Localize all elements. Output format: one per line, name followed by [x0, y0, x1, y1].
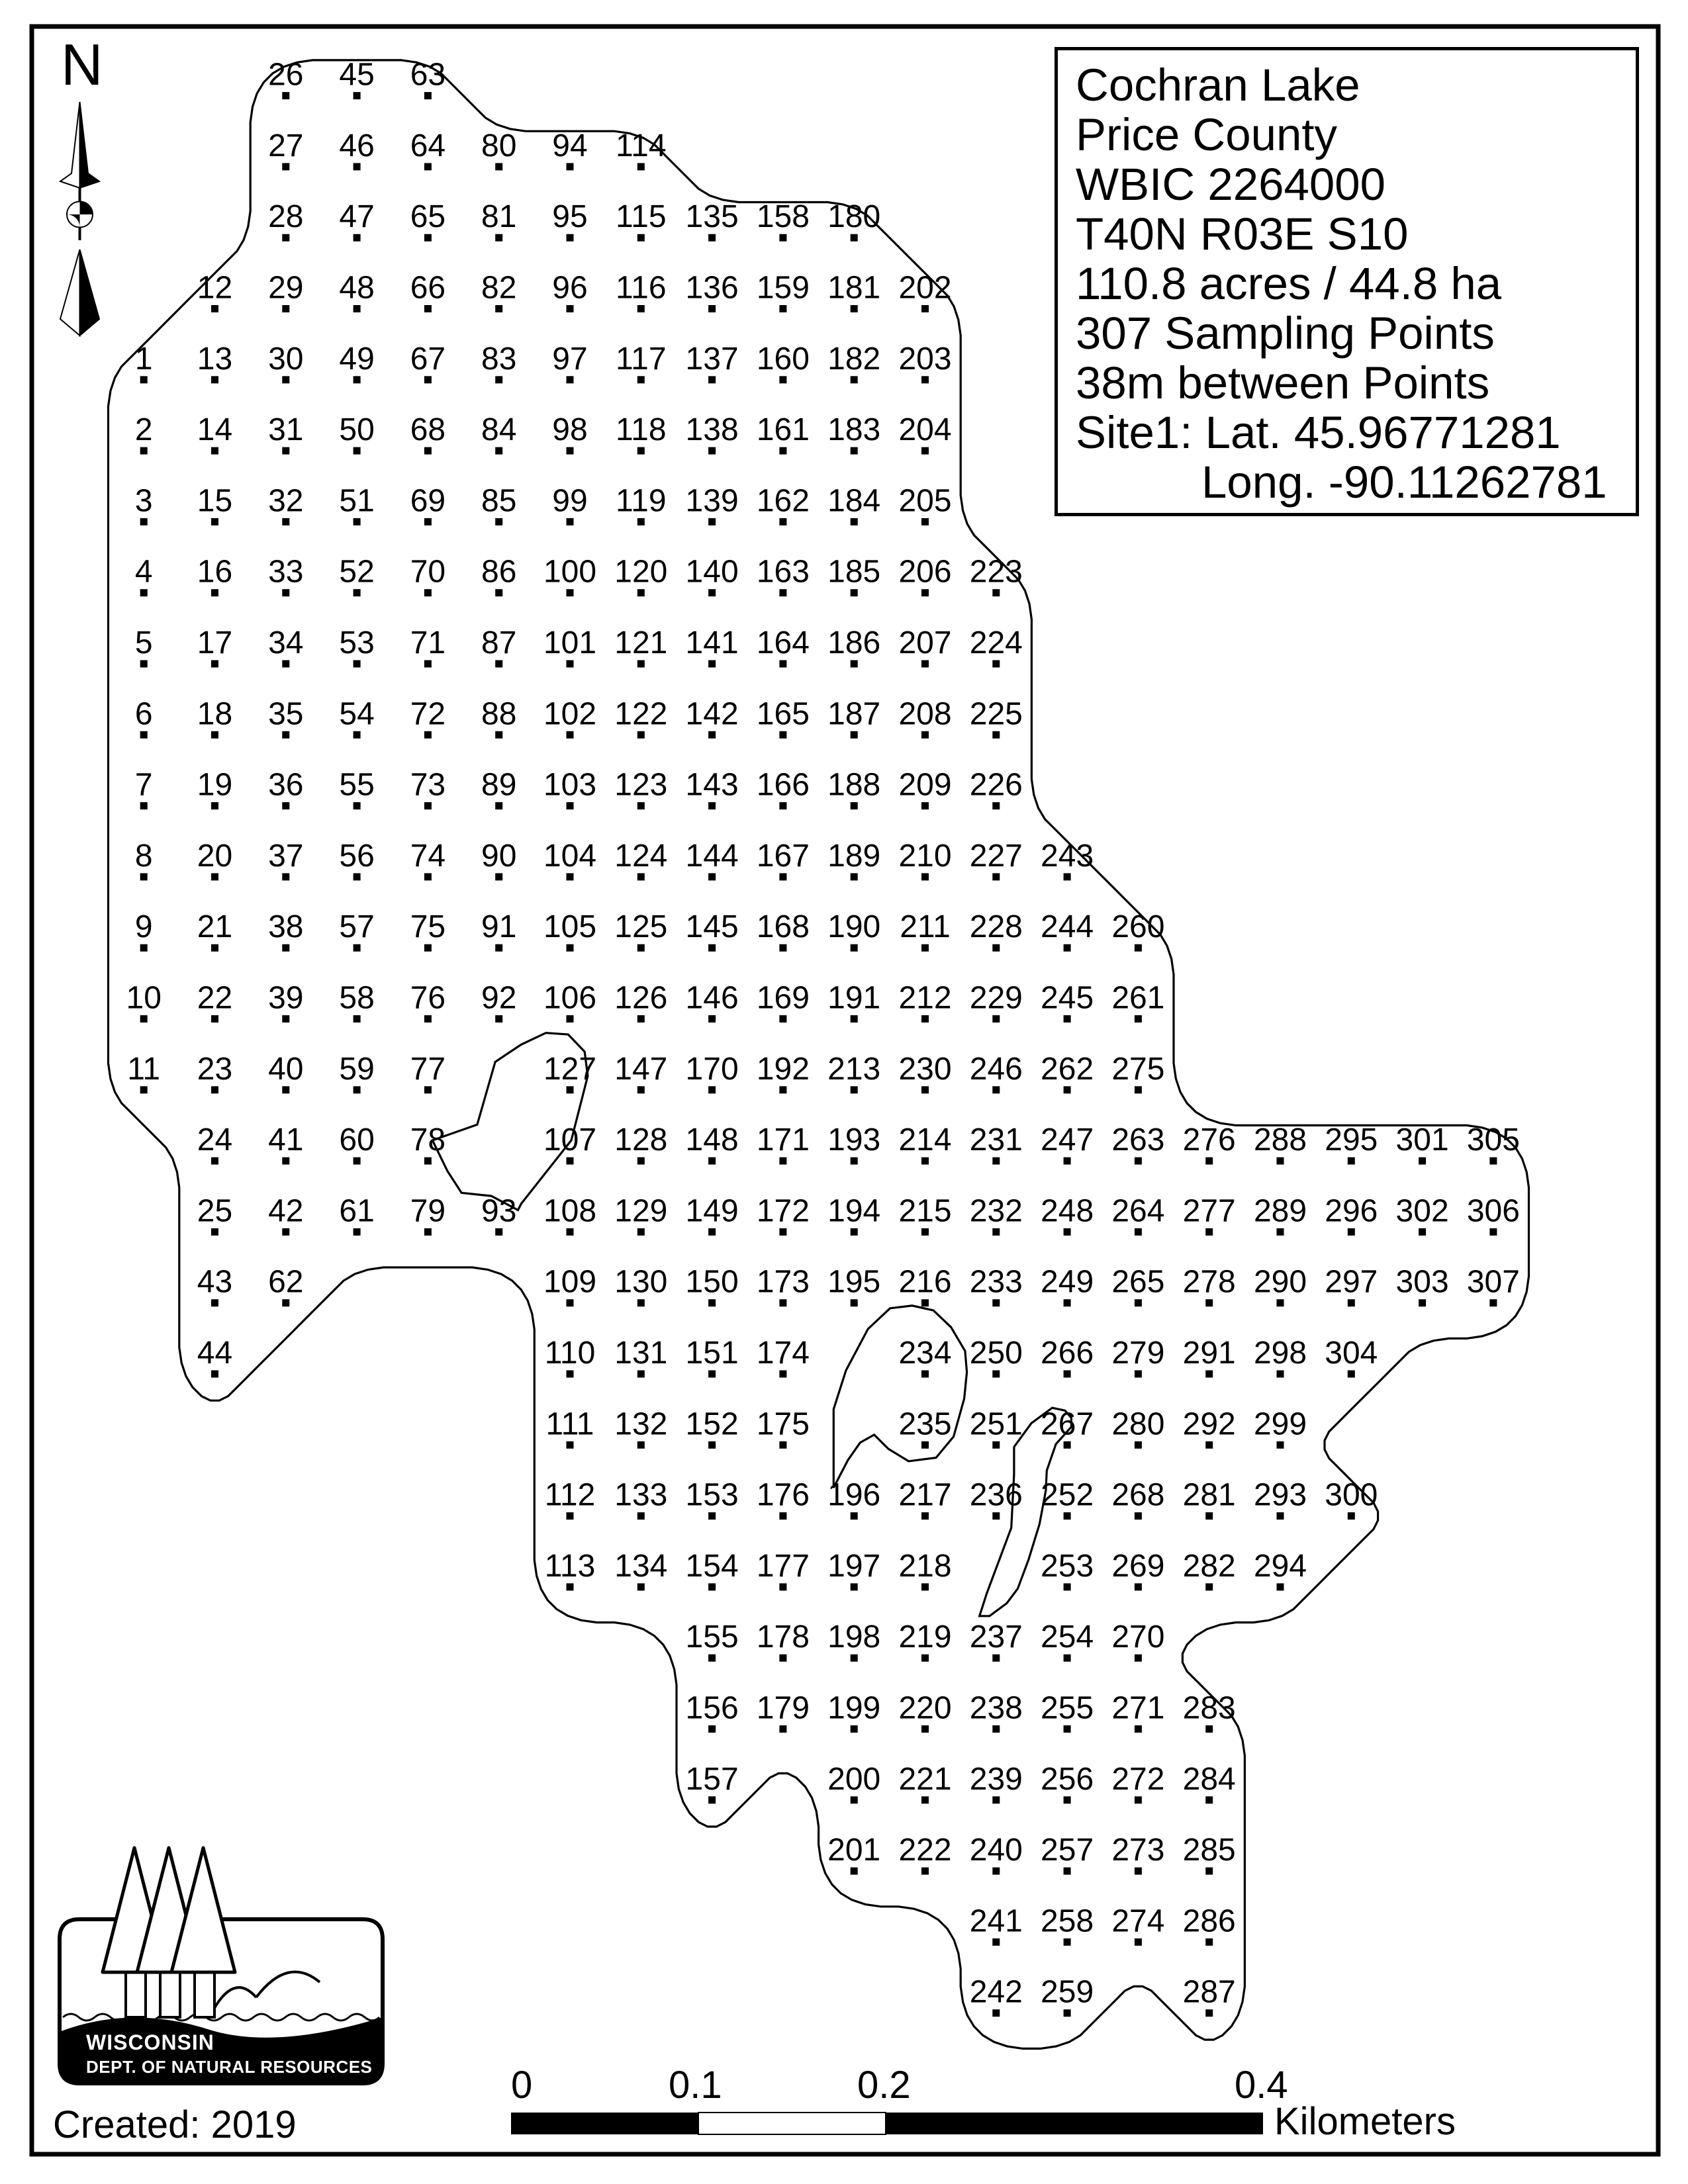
svg-text:0.2: 0.2	[857, 2064, 911, 2107]
svg-text:0.1: 0.1	[669, 2064, 722, 2107]
svg-text:Kilometers: Kilometers	[1274, 2100, 1456, 2143]
svg-text:0: 0	[511, 2064, 532, 2107]
